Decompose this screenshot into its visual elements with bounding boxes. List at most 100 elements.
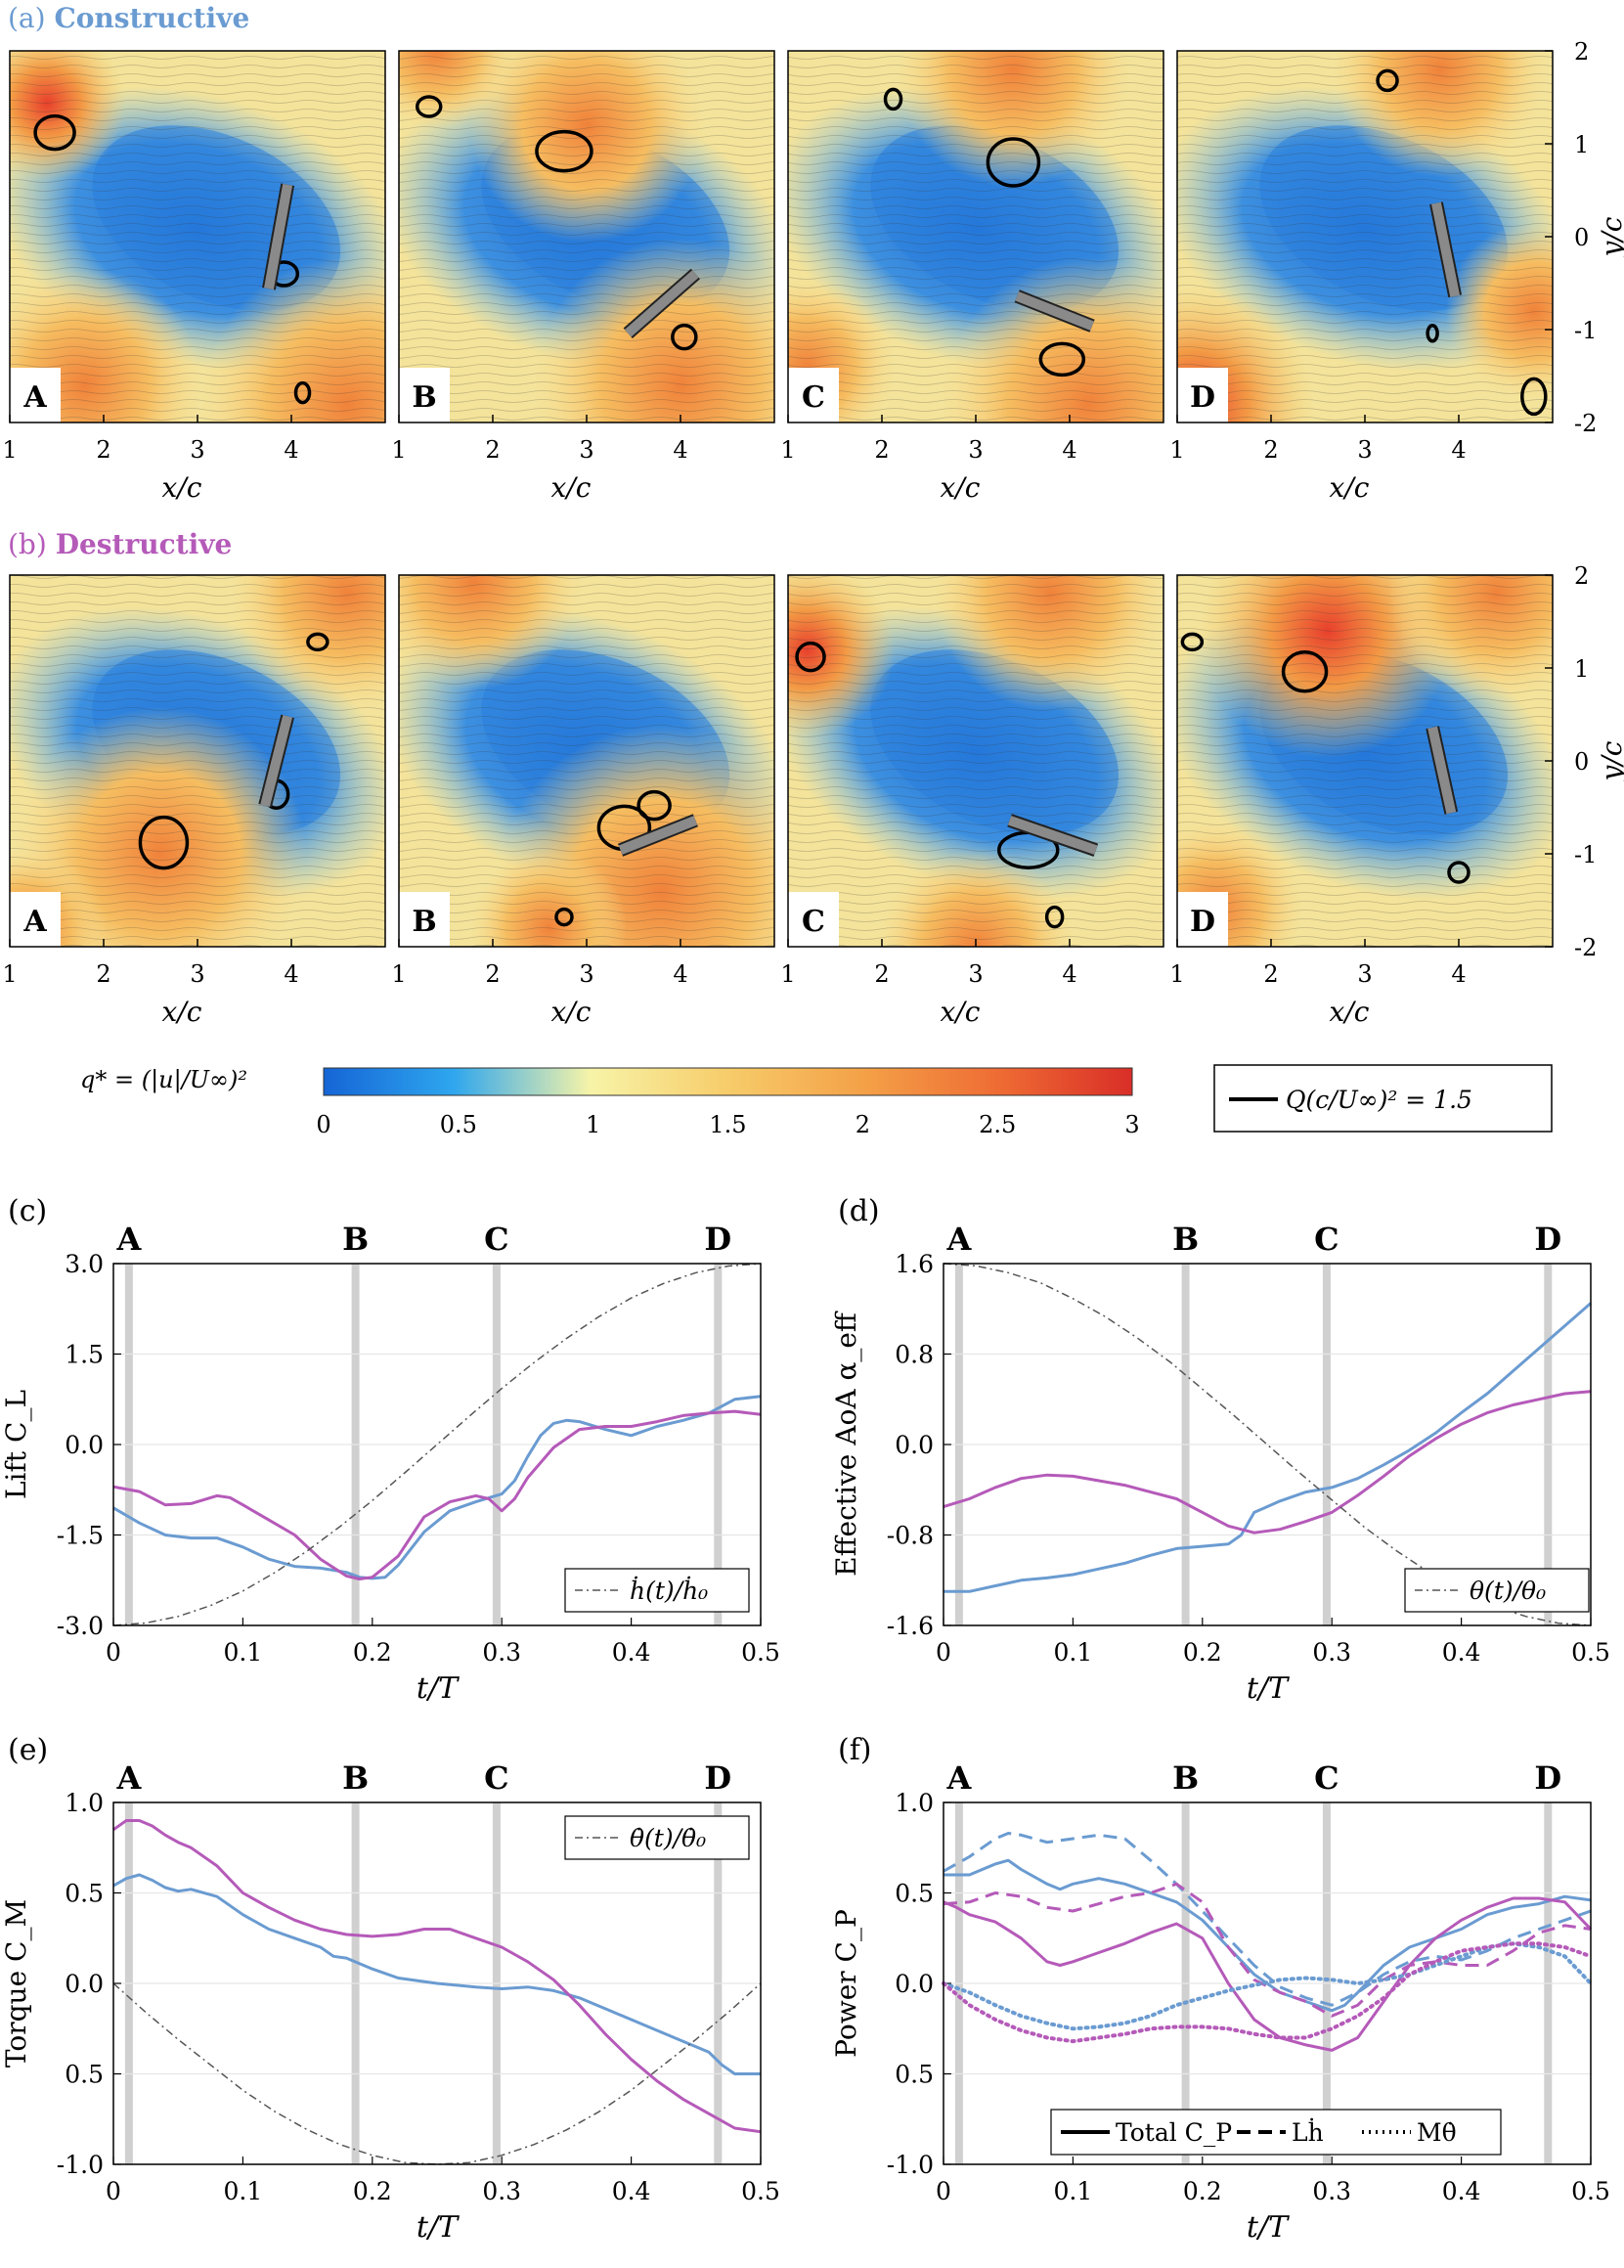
- x-tick-label: 0.5: [1571, 1638, 1610, 1667]
- chart-c: (c) A B C D 3.0 1.5 0.0 -1.5 -3.00 0.1 0.2 0.3 0.4 0.5…: [0, 1194, 780, 1706]
- phase-label: D: [1534, 1221, 1561, 1258]
- x-tick-label: 0.4: [1442, 2177, 1481, 2205]
- series-destructive-total: [943, 1896, 1593, 2052]
- series-destructive-m-: [942, 1941, 1593, 2044]
- y-tick-label: 0.5: [65, 1880, 104, 1908]
- x-tick-label: 0: [936, 2177, 951, 2205]
- y-tick-label: 1.0: [65, 1789, 104, 1817]
- panel-letter: A: [22, 905, 47, 939]
- flow-panel-a-a: A1 2 3 4 x/c: [2, 50, 386, 504]
- chart-f: (f) A B C D 1.0 0.5 0.0 0.5 -1.00 0.1 0.2 0.3 0.4 0.5 t…: [830, 1733, 1610, 2245]
- x-tick-label: 1: [2, 436, 17, 464]
- vortex-contour: [986, 137, 1041, 188]
- x-tick-label: 4: [1062, 960, 1076, 988]
- phase-label: D: [704, 1759, 731, 1797]
- panel-label: (c): [8, 1194, 47, 1228]
- panel-letter-box: [788, 892, 839, 947]
- x-tick-label: 0.1: [224, 2177, 263, 2205]
- phase-label: C: [1314, 1759, 1339, 1797]
- phase-label: D: [1534, 1759, 1561, 1797]
- x-tick-label: 4: [1451, 960, 1466, 988]
- panel-letter: D: [1190, 380, 1215, 415]
- row-b-title: (b) Destructive: [8, 528, 232, 560]
- series-destructive-l-: [943, 1882, 1592, 2018]
- vortex-contour: [1426, 324, 1439, 343]
- plate: [618, 816, 698, 855]
- colorbar-tick-label: 0: [316, 1111, 330, 1138]
- y-axis-label: Power C_P: [830, 1909, 862, 2058]
- y-tick-label: -1: [1574, 317, 1597, 344]
- phase-label: B: [1172, 1759, 1199, 1797]
- y-tick-label: 1: [1574, 655, 1589, 683]
- x-tick-label: 3: [190, 436, 204, 464]
- y-tick-label: 0.5: [65, 2061, 104, 2089]
- y-tick-label: -1.6: [887, 1612, 934, 1640]
- phase-label: A: [115, 1759, 142, 1797]
- panel-letter: D: [1190, 905, 1215, 939]
- x-tick-label: 0.5: [741, 2177, 780, 2205]
- y-tick-label: 0.0: [65, 1431, 104, 1459]
- x-tick-label: 0: [106, 2177, 121, 2205]
- vortex-contour: [1520, 377, 1548, 417]
- phase-label: A: [945, 1759, 972, 1797]
- chart-d: (d) A B C D 1.6 0.8 0.0 -0.8 -1.60 0.1 0.2 0.3 0.4 0.5…: [830, 1194, 1610, 1706]
- vortex-contour: [554, 907, 574, 927]
- x-tick-label: 2: [874, 436, 889, 464]
- y-tick-label: 0.5: [895, 1880, 934, 1908]
- x-tick-label: 0.1: [1054, 1638, 1093, 1667]
- colorbar-tick-label: 1.5: [709, 1111, 746, 1138]
- x-tick-label: 3: [579, 436, 593, 464]
- panel-letter: C: [802, 380, 825, 415]
- panel-letter-box: [10, 892, 61, 947]
- x-tick-label: 1: [1169, 960, 1184, 988]
- phase-label: B: [342, 1759, 369, 1797]
- x-tick-label: 0.4: [612, 2177, 651, 2205]
- panel-letter: A: [22, 380, 47, 415]
- legend-label: ḣ(t)/ḣ₀: [630, 1577, 708, 1605]
- x-tick-label: 0.2: [1183, 1638, 1222, 1667]
- series--t-: [112, 1982, 762, 2165]
- x-tick-label: 0.5: [741, 1638, 780, 1667]
- x-tick-label: 1: [2, 960, 17, 988]
- y-tick-label: 0.0: [895, 1970, 934, 1998]
- phase-label: B: [342, 1221, 369, 1258]
- vortex-contour: [1180, 632, 1205, 652]
- x-tick-label: 0.2: [1183, 2177, 1222, 2205]
- colorbar-tick-label: 3: [1124, 1111, 1139, 1138]
- plate: [1427, 726, 1457, 815]
- x-tick-label: 4: [1451, 436, 1466, 464]
- colorbar-label: q* = (|u|/U∞)²: [80, 1066, 247, 1094]
- y-tick-label: 0.8: [895, 1341, 934, 1369]
- y-tick-label: -0.8: [887, 1522, 934, 1550]
- colorbar-tick-label: 1: [586, 1111, 600, 1138]
- x-tick-label: 0.4: [1442, 1638, 1481, 1667]
- panel-letter-box: [10, 368, 61, 422]
- vortex-contour: [415, 95, 443, 118]
- x-tick-label: 0.3: [482, 1638, 521, 1667]
- colorbar-tick-label: 0.5: [440, 1111, 477, 1138]
- x-tick-label: 1: [391, 436, 406, 464]
- panel-label: (e): [8, 1733, 48, 1767]
- y-tick-label: 3.0: [65, 1250, 104, 1278]
- x-tick-label: 4: [673, 960, 687, 988]
- x-tick-label: 1: [780, 436, 795, 464]
- legend: θ(t)/θ₀: [1404, 1568, 1590, 1613]
- legend-label: θ(t)/θ₀: [1470, 1577, 1546, 1605]
- y-tick-label: -1.0: [887, 2151, 934, 2179]
- plate: [264, 183, 293, 290]
- x-tick-label: 0: [936, 1638, 951, 1667]
- plate: [1007, 816, 1098, 855]
- x-tick-label: 0.2: [353, 1638, 392, 1667]
- x-tick-label: 0.3: [1312, 1638, 1351, 1667]
- colorbar-tick-label: 2: [856, 1111, 870, 1138]
- flow-panel-a-b: B1 2 3 4 x/c: [391, 50, 775, 504]
- x-tick-label: 3: [190, 960, 204, 988]
- y-tick-label: 0.0: [895, 1431, 934, 1459]
- y-tick-label: -1.0: [57, 2151, 104, 2179]
- panel-letter-box: [1177, 892, 1228, 947]
- x-tick-label: 2: [1263, 960, 1278, 988]
- vortex-contour: [1044, 905, 1065, 929]
- panel-label: (f): [838, 1733, 872, 1767]
